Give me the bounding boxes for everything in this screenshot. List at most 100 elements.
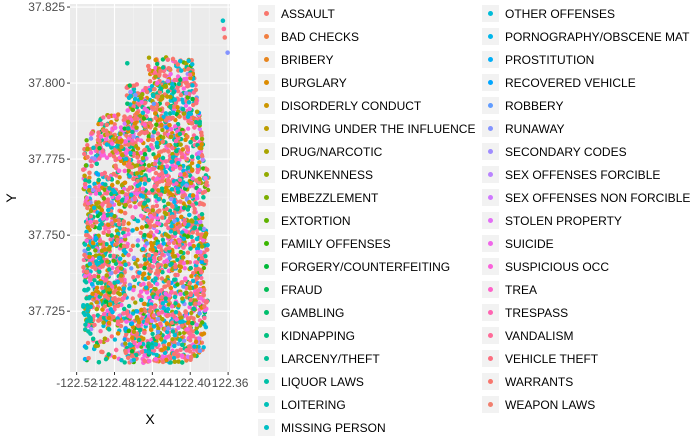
data-point	[132, 116, 138, 122]
legend-label: TREA	[505, 282, 538, 297]
data-point	[146, 177, 152, 183]
data-point	[153, 155, 158, 160]
data-point	[171, 90, 176, 95]
data-point	[182, 233, 187, 238]
data-point	[97, 269, 102, 274]
legend-label: SUSPICIOUS OCC	[505, 259, 610, 274]
data-point	[142, 181, 148, 186]
data-point	[177, 224, 182, 229]
data-point	[202, 308, 208, 313]
data-point	[123, 156, 129, 162]
data-point	[199, 275, 204, 281]
legend-dot	[488, 264, 493, 269]
data-point	[143, 100, 148, 105]
data-point	[116, 218, 121, 223]
data-point	[172, 333, 178, 338]
data-point	[128, 204, 133, 209]
legend-key	[258, 212, 275, 229]
data-point	[168, 71, 173, 77]
legend-dot	[488, 195, 493, 200]
data-point	[177, 242, 182, 248]
data-point	[130, 107, 135, 113]
data-point	[109, 120, 114, 125]
data-point	[109, 233, 114, 238]
legend-label: KIDNAPPING	[281, 328, 356, 343]
data-point	[158, 68, 163, 74]
data-point	[174, 148, 179, 154]
data-point	[118, 125, 124, 130]
data-point	[170, 146, 175, 151]
data-point	[122, 306, 127, 312]
legend-label: FAMILY OFFENSES	[281, 236, 391, 251]
data-point	[112, 354, 117, 360]
data-point-outlier	[222, 35, 228, 40]
data-point	[91, 336, 96, 341]
data-point	[164, 185, 169, 190]
data-points	[81, 18, 230, 365]
data-point	[159, 122, 164, 128]
data-point	[150, 247, 156, 252]
legend-key	[258, 235, 275, 252]
data-point	[197, 188, 202, 193]
data-point	[96, 360, 102, 365]
data-point	[160, 237, 166, 242]
data-point	[152, 184, 157, 189]
data-point	[138, 150, 144, 156]
data-point	[111, 258, 116, 263]
legend-key	[258, 74, 275, 91]
data-point	[146, 147, 152, 153]
legend-item: BURGLARY	[258, 71, 347, 94]
data-point	[151, 324, 157, 329]
data-point	[122, 114, 127, 119]
data-point	[199, 244, 205, 249]
data-point	[197, 336, 202, 341]
legend-key	[482, 28, 499, 45]
data-point	[150, 345, 155, 350]
legend-label: SEX OFFENSES FORCIBLE	[505, 167, 661, 182]
data-point	[169, 224, 174, 229]
data-point	[151, 166, 156, 171]
data-point	[135, 218, 141, 224]
data-point	[133, 92, 138, 98]
data-point	[165, 89, 171, 94]
data-point	[152, 161, 157, 166]
data-point	[130, 353, 135, 359]
legend-key	[482, 51, 499, 68]
data-point	[83, 322, 88, 327]
data-point	[188, 338, 193, 343]
data-point	[182, 172, 187, 177]
legend-item: KIDNAPPING	[258, 324, 355, 347]
data-point	[189, 354, 194, 360]
data-point	[137, 270, 142, 275]
data-point	[186, 58, 191, 63]
data-point	[85, 205, 90, 211]
data-point	[99, 121, 104, 127]
data-point	[200, 157, 205, 162]
data-point	[166, 201, 171, 206]
data-point	[157, 221, 162, 227]
data-point	[81, 303, 86, 308]
data-point	[169, 187, 175, 192]
data-point	[163, 263, 168, 268]
data-point	[197, 145, 202, 150]
legend-key	[482, 304, 499, 321]
legend-label: WEAPON LAWS	[505, 397, 596, 412]
data-point	[153, 57, 158, 63]
data-point	[115, 316, 120, 321]
data-point	[176, 341, 181, 346]
data-point	[85, 154, 90, 160]
data-point	[142, 201, 147, 206]
data-point	[176, 161, 181, 166]
legend-key	[258, 143, 275, 160]
data-point	[189, 274, 194, 279]
data-point	[192, 210, 197, 215]
data-point	[159, 347, 164, 353]
legend-dot	[264, 195, 269, 200]
data-point	[154, 352, 159, 358]
data-point	[122, 360, 127, 365]
data-point	[116, 112, 121, 117]
data-point	[102, 187, 108, 192]
data-point	[119, 278, 125, 283]
data-point	[130, 138, 135, 143]
data-point	[201, 195, 206, 200]
